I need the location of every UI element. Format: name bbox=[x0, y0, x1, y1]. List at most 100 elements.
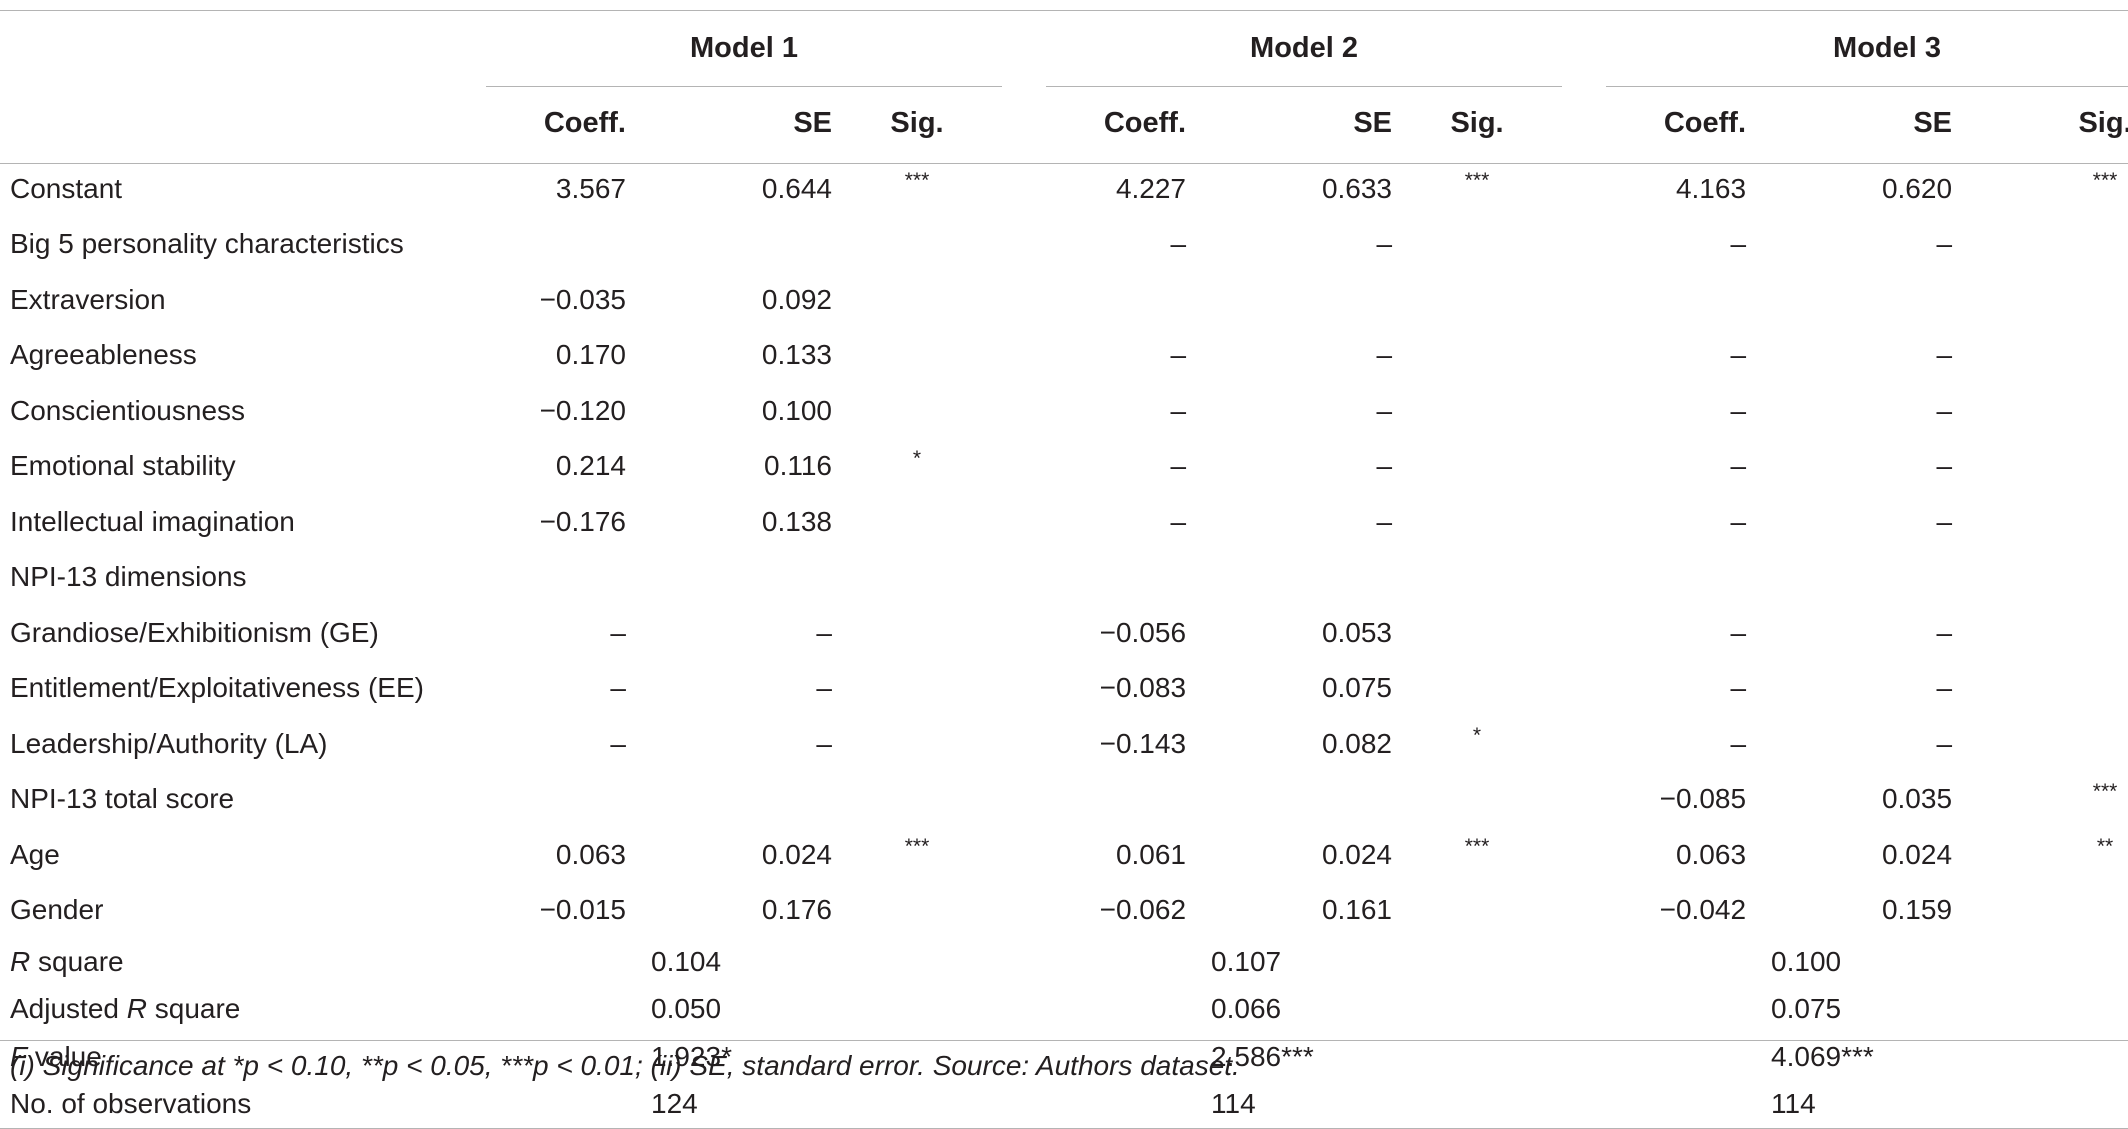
se-cell bbox=[1746, 272, 1952, 328]
se-cell: – bbox=[1936, 616, 1953, 648]
se-cell: 0.161 bbox=[1321, 894, 1393, 926]
stat-label-italic: R bbox=[126, 993, 147, 1025]
se-cell: 0.133 bbox=[761, 339, 832, 371]
coeff-cell: 4.163 bbox=[1675, 172, 1747, 204]
row-label: NPI-13 total score bbox=[10, 783, 235, 815]
stat-row: R square 0.104 0.107 0.100 bbox=[0, 938, 2128, 986]
sig-cell bbox=[832, 605, 1002, 661]
column-header-row: Coeff. SE Sig. Coeff. SE Sig. Coeff. SE … bbox=[0, 86, 2128, 161]
se-cell bbox=[1186, 772, 1392, 828]
coeff-cell bbox=[1046, 772, 1186, 828]
stat-value: 0.104 bbox=[651, 945, 722, 977]
sig-cell bbox=[1392, 383, 1562, 439]
sig-cell bbox=[832, 883, 1002, 939]
header-bottom-rule bbox=[0, 163, 2128, 164]
coeff-cell: −0.085 bbox=[1659, 783, 1747, 815]
se-cell: – bbox=[1936, 394, 1953, 426]
table-row: Gender −0.015 0.176 −0.062 0.161 −0.042 0.159 bbox=[0, 883, 2128, 939]
se-cell: 0.633 bbox=[1321, 172, 1393, 204]
sig-cell bbox=[832, 217, 1002, 273]
row-label: Entitlement/Exploitativeness (EE) bbox=[10, 672, 424, 704]
se-cell bbox=[626, 217, 832, 273]
stub-header bbox=[0, 10, 486, 86]
sig-header: Sig. bbox=[890, 107, 944, 139]
se-header: SE bbox=[1353, 107, 1393, 139]
coeff-cell: – bbox=[1730, 727, 1747, 759]
coeff-cell: −0.083 bbox=[1099, 672, 1187, 704]
se-cell: – bbox=[1936, 727, 1953, 759]
se-cell: 0.024 bbox=[1321, 838, 1393, 870]
coeff-cell: 0.214 bbox=[555, 450, 626, 482]
coeff-cell: – bbox=[1730, 616, 1747, 648]
stat-value: 0.100 bbox=[1771, 945, 1842, 977]
sig-cell: * bbox=[912, 446, 922, 470]
coeff-cell bbox=[1606, 550, 1746, 606]
sig-cell: *** bbox=[1464, 835, 1490, 858]
se-cell: 0.053 bbox=[1321, 616, 1393, 648]
coeff-cell: 0.063 bbox=[1675, 838, 1747, 870]
stat-value: 114 bbox=[1606, 1080, 1953, 1129]
row-label: NPI-13 dimensions bbox=[10, 561, 247, 593]
sig-cell bbox=[1952, 272, 2128, 328]
sig-cell bbox=[1952, 605, 2128, 661]
sig-cell bbox=[1392, 439, 1562, 495]
se-cell: 0.116 bbox=[764, 450, 832, 482]
se-cell: – bbox=[1376, 450, 1393, 482]
sig-cell: *** bbox=[2092, 169, 2118, 192]
sig-cell bbox=[1952, 494, 2128, 550]
se-cell: – bbox=[1936, 228, 1953, 260]
se-cell bbox=[626, 772, 832, 828]
sig-cell bbox=[1952, 661, 2128, 717]
stat-value: 1.923* bbox=[651, 1040, 732, 1072]
row-label: Age bbox=[10, 838, 60, 870]
sig-cell: *** bbox=[2092, 779, 2118, 803]
row-label: Conscientiousness bbox=[10, 394, 246, 426]
coeff-cell bbox=[486, 217, 626, 273]
stat-label-rest: square bbox=[146, 993, 241, 1025]
sig-cell: *** bbox=[904, 169, 930, 192]
sig-cell: ** bbox=[2096, 835, 2114, 858]
table-row: Conscientiousness −0.120 0.100 – – – – bbox=[0, 383, 2128, 439]
coeff-cell bbox=[1606, 272, 1746, 328]
row-label: Extraversion bbox=[10, 283, 166, 315]
table-row: Entitlement/Exploitativeness (EE) – – −0.08… bbox=[0, 661, 2128, 717]
regression-table: Model 1 Model 2 Model 3 Coeff. SE Sig. C… bbox=[0, 10, 2128, 1129]
model-2-underline bbox=[1046, 86, 1562, 87]
table-row: NPI-13 dimensions bbox=[0, 550, 2128, 606]
row-label: Grandiose/Exhibitionism (GE) bbox=[10, 616, 379, 648]
se-header: SE bbox=[793, 107, 832, 139]
coeff-cell: −0.143 bbox=[1099, 727, 1187, 759]
coeff-header: Coeff. bbox=[1663, 107, 1747, 139]
stat-value: 124 bbox=[486, 1080, 832, 1129]
model-1-header: Model 1 bbox=[690, 31, 798, 64]
se-cell: 0.024 bbox=[1881, 838, 1953, 870]
sig-header: Sig. bbox=[2078, 107, 2128, 139]
coeff-cell: – bbox=[1170, 339, 1187, 371]
coeff-cell: −0.042 bbox=[1659, 894, 1747, 926]
sig-cell bbox=[832, 494, 1002, 550]
coeff-cell: 0.063 bbox=[555, 838, 626, 870]
stat-label-pre: No. of observations bbox=[10, 1088, 252, 1120]
model-2-header: Model 2 bbox=[1250, 31, 1358, 64]
stat-row: Adjusted R square 0.050 0.066 0.075 bbox=[0, 986, 2128, 1034]
se-cell: – bbox=[1936, 339, 1953, 371]
stat-value: 114 bbox=[1046, 1080, 1393, 1129]
coeff-cell: −0.035 bbox=[539, 283, 626, 315]
se-cell bbox=[1186, 550, 1392, 606]
stat-value: 0.107 bbox=[1211, 945, 1282, 977]
table-row: Grandiose/Exhibitionism (GE) – – −0.056 0.05… bbox=[0, 605, 2128, 661]
stat-value: 0.066 bbox=[1211, 993, 1282, 1025]
table-row: Leadership/Authority (LA) – – −0.143 0.082 * –… bbox=[0, 716, 2128, 772]
se-cell: – bbox=[1376, 505, 1393, 537]
stat-label-italic: R bbox=[10, 945, 31, 977]
stat-value: 2.586*** bbox=[1211, 1040, 1314, 1072]
sig-cell bbox=[832, 550, 1002, 606]
coeff-cell bbox=[486, 550, 626, 606]
sig-cell bbox=[1952, 383, 2128, 439]
row-label: Gender bbox=[10, 894, 104, 926]
coeff-cell: – bbox=[1170, 505, 1187, 537]
sig-cell bbox=[1392, 272, 1562, 328]
se-header: SE bbox=[1913, 107, 1953, 139]
row-label: Leadership/Authority (LA) bbox=[10, 727, 328, 759]
coeff-cell: −0.062 bbox=[1099, 894, 1187, 926]
